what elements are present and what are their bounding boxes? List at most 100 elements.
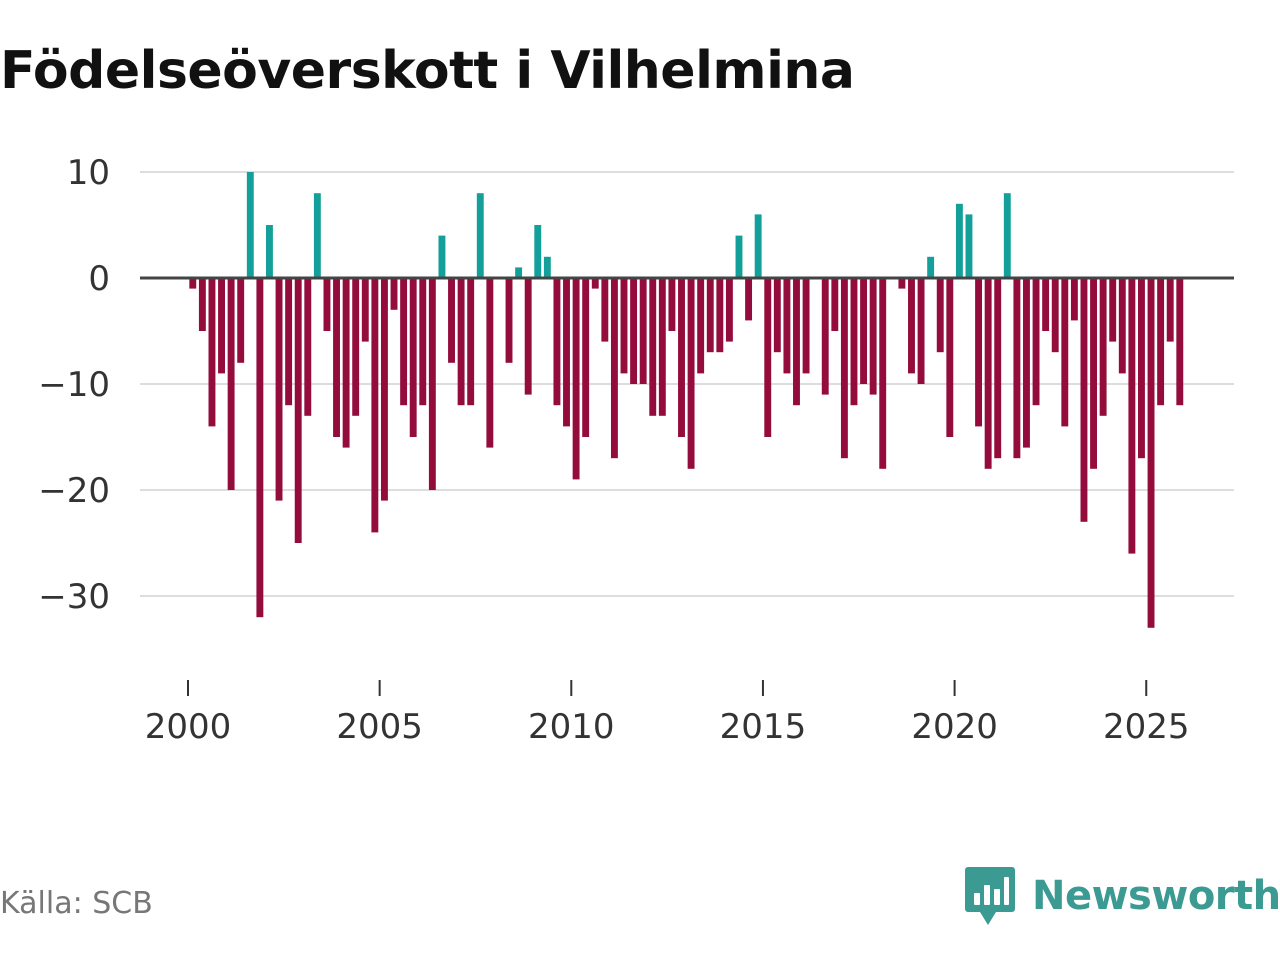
bar	[869, 278, 877, 395]
bar	[448, 278, 455, 363]
bar	[218, 278, 225, 374]
bar	[1090, 278, 1097, 469]
bar	[649, 278, 657, 416]
bar	[476, 193, 484, 278]
bar	[208, 278, 216, 427]
x-axis-ticks: 2000 2005 2010 2015 2020 2025	[145, 680, 1190, 747]
x-tick-label: 2020	[911, 707, 998, 747]
bar	[352, 278, 360, 416]
bar	[984, 278, 992, 469]
bar	[994, 278, 1002, 459]
bar	[975, 278, 983, 427]
x-tick-label: 2025	[1103, 707, 1190, 747]
y-tick-label: −20	[38, 471, 110, 511]
bar	[400, 278, 408, 406]
bar	[266, 225, 273, 278]
bar	[323, 278, 331, 331]
bar	[313, 193, 321, 278]
bar	[1051, 278, 1059, 353]
bar	[1176, 278, 1184, 406]
bars	[189, 172, 1184, 628]
bar	[582, 278, 590, 437]
chart-title: Födelseöverskott i Vilhelmina	[0, 41, 855, 101]
bar	[380, 278, 388, 501]
bar	[1013, 278, 1021, 459]
bar	[428, 278, 436, 490]
bar	[237, 278, 245, 363]
bar	[639, 278, 647, 384]
bar	[687, 278, 695, 469]
bar	[821, 278, 829, 395]
bar	[601, 278, 609, 342]
bar	[534, 225, 542, 278]
x-tick-label: 2000	[145, 707, 232, 747]
bar	[840, 278, 848, 459]
bar	[668, 278, 676, 331]
bar	[246, 172, 254, 278]
grid-lines	[140, 171, 1234, 597]
bar	[1157, 278, 1165, 406]
bar	[1099, 278, 1107, 416]
bar	[227, 278, 235, 490]
bar	[927, 256, 935, 278]
bar	[850, 278, 858, 406]
bar	[917, 278, 925, 384]
bar	[409, 278, 417, 437]
bar	[285, 278, 293, 406]
bar	[505, 278, 513, 363]
bar	[678, 278, 685, 437]
bar	[1080, 278, 1088, 522]
bar	[524, 278, 532, 395]
bar	[1070, 278, 1078, 321]
bar	[610, 278, 618, 459]
bar	[745, 278, 753, 321]
x-tick-label: 2015	[720, 707, 807, 747]
bar	[438, 235, 446, 278]
bar	[572, 278, 580, 480]
bar	[764, 278, 772, 437]
brand[interactable]: Newsworthy	[964, 864, 1280, 928]
bar	[793, 278, 800, 406]
bar	[879, 278, 887, 469]
bar	[773, 278, 781, 353]
newsworthy-logo-icon	[965, 867, 1015, 925]
y-tick-label: −30	[38, 577, 110, 617]
bar	[390, 278, 398, 310]
bar	[1003, 193, 1011, 278]
bar	[898, 278, 906, 289]
bar	[1138, 278, 1145, 459]
bar	[198, 278, 206, 331]
y-tick-label: −10	[38, 365, 110, 405]
bar	[860, 278, 868, 384]
bar	[467, 278, 475, 406]
bar	[361, 278, 369, 342]
bar	[725, 278, 733, 342]
bar	[955, 203, 963, 278]
bar	[697, 278, 705, 374]
bar	[783, 278, 791, 374]
bar	[1147, 278, 1155, 628]
y-axis-ticks: 10 0 −10 −20 −30	[38, 153, 110, 617]
bar	[658, 278, 666, 416]
bar	[802, 278, 810, 374]
bar	[333, 278, 340, 437]
bar	[946, 278, 954, 437]
bar	[591, 278, 599, 289]
bar	[304, 278, 312, 416]
bar	[189, 278, 197, 289]
bar	[1128, 278, 1136, 554]
x-tick-label: 2010	[528, 707, 615, 747]
bar	[1118, 278, 1126, 374]
bar	[371, 278, 379, 533]
bar	[706, 278, 714, 353]
bar	[965, 214, 973, 278]
bar	[716, 278, 724, 353]
bar	[1042, 278, 1050, 331]
y-tick-label: 0	[88, 259, 110, 299]
bar	[419, 278, 427, 406]
bar	[486, 278, 494, 448]
bar	[831, 278, 839, 331]
bar	[908, 278, 915, 374]
bar	[294, 278, 302, 543]
